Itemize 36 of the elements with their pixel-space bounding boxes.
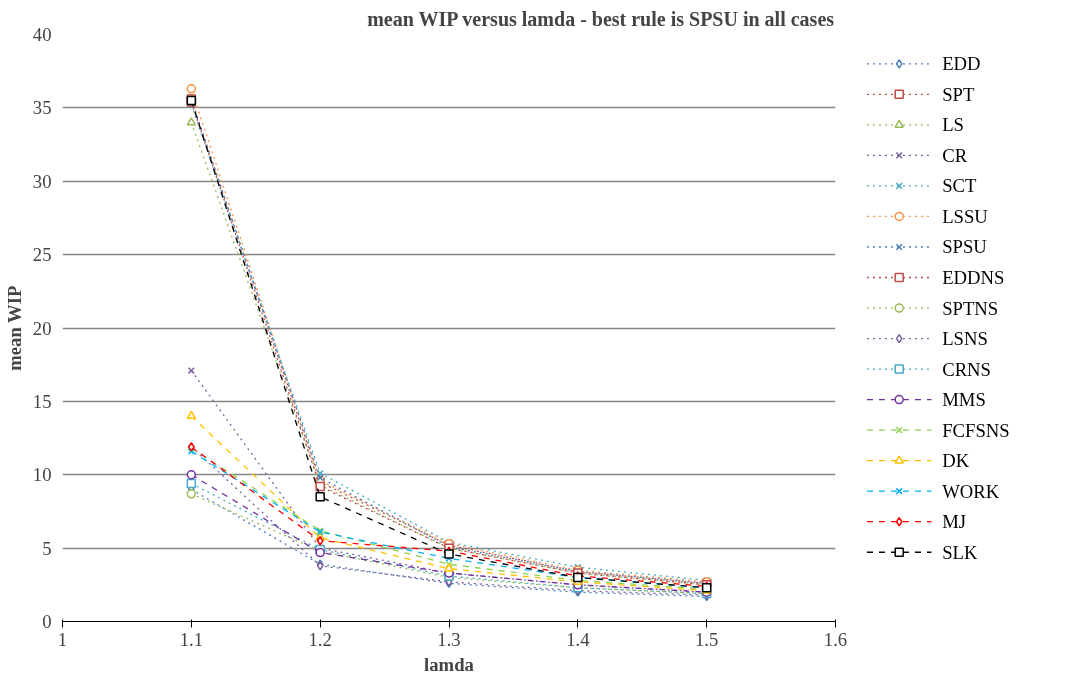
- legend-label: MMS: [942, 389, 986, 411]
- legend-label: LSNS: [942, 328, 988, 350]
- legend-label: WORK: [942, 480, 1000, 502]
- x-tick-label: 1.2: [308, 628, 332, 650]
- legend-label: LSSU: [942, 205, 989, 227]
- y-tick-label: 40: [32, 24, 52, 45]
- legend-label: EDDNS: [942, 267, 1005, 289]
- x-tick-label: 1.6: [823, 628, 848, 650]
- legend-label: CRNS: [942, 358, 991, 380]
- legend-label: LS: [942, 114, 964, 136]
- y-tick-label: 20: [32, 317, 52, 339]
- y-tick-label: 15: [32, 390, 52, 412]
- x-tick-label: 1.1: [179, 628, 203, 650]
- legend-label: FCFSNS: [942, 419, 1010, 441]
- legend-label: SPSU: [942, 236, 988, 258]
- x-tick-label: 1.4: [566, 628, 591, 650]
- legend-label: MJ: [942, 511, 967, 533]
- legend-label: SPT: [942, 83, 975, 105]
- y-axis-title: mean WIP: [3, 285, 25, 371]
- y-tick-label: 25: [32, 244, 52, 266]
- legend-label: SLK: [942, 541, 978, 563]
- legend-label: EDD: [942, 53, 981, 75]
- legend-label: CR: [942, 144, 968, 166]
- y-tick-label: 30: [32, 170, 52, 192]
- x-tick-label: 1.3: [437, 628, 461, 650]
- y-tick-label: 35: [32, 97, 52, 119]
- y-tick-label: 5: [42, 537, 52, 559]
- y-tick-label: 10: [32, 464, 52, 486]
- legend-label: DK: [942, 450, 970, 472]
- x-tick-label: 1: [57, 628, 68, 650]
- legend-label: SCT: [942, 175, 978, 197]
- chart-title: mean WIP versus lamda - best rule is SPSU in all cases: [367, 7, 835, 30]
- x-tick-label: 1.5: [695, 628, 719, 650]
- y-tick-label: 0: [42, 611, 52, 632]
- legend-label: SPTNS: [942, 297, 999, 319]
- x-axis-title: lamda: [424, 653, 475, 675]
